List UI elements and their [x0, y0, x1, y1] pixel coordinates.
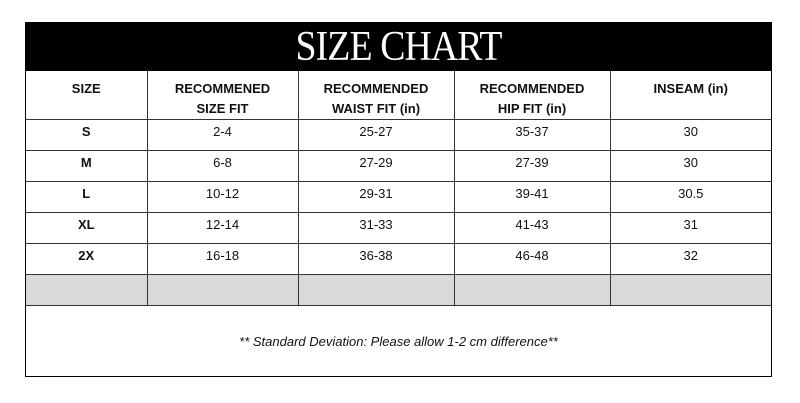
- empty-cell: [609, 274, 771, 306]
- table-row: 2X 16-18 36-38 46-48 32: [26, 243, 771, 275]
- column-header-line: RECOMMENDED: [479, 81, 585, 96]
- size-chart: SIZE CHART SIZE RECOMMENED SIZE FIT RECOMME…: [25, 22, 772, 377]
- chart-title-text: SIZE CHART: [295, 24, 502, 70]
- size-table: SIZE RECOMMENED SIZE FIT RECOMMENDED WAIST F…: [26, 71, 771, 306]
- column-header-line: RECOMMENED: [174, 81, 271, 96]
- table-row: M 6-8 27-29 27-39 30: [26, 150, 771, 182]
- table-cell: 25-27: [297, 119, 455, 151]
- size-note: ** Standard Deviation: Please allow 1-2 …: [239, 333, 558, 349]
- table-cell: 36-38: [297, 243, 455, 275]
- table-cell: 29-31: [297, 181, 455, 213]
- table-cell: 30: [609, 150, 771, 182]
- column-header: INSEAM (in): [609, 71, 771, 120]
- column-header-line: HIP FIT (in): [497, 101, 567, 116]
- empty-cell: [146, 274, 299, 306]
- size-cell: L: [26, 181, 148, 213]
- column-header: RECOMMENDED HIP FIT (in): [453, 71, 611, 120]
- size-cell: M: [26, 150, 148, 182]
- table-row: XL 12-14 31-33 41-43 31: [26, 212, 771, 244]
- table-row: S 2-4 25-27 35-37 30: [26, 119, 771, 151]
- column-header-line: SIZE: [71, 81, 101, 96]
- empty-row: [26, 274, 771, 306]
- empty-cell: [26, 274, 148, 306]
- size-cell: 2X: [26, 243, 148, 275]
- table-cell: 35-37: [453, 119, 611, 151]
- table-cell: 31: [609, 212, 771, 244]
- table-cell: 12-14: [146, 212, 299, 244]
- chart-title: SIZE CHART: [26, 23, 771, 71]
- table-cell: 30.5: [609, 181, 771, 213]
- column-header: RECOMMENED SIZE FIT: [146, 71, 299, 120]
- column-header-line: SIZE FIT: [196, 101, 249, 116]
- table-cell: 27-29: [297, 150, 455, 182]
- column-header: SIZE: [26, 71, 148, 120]
- table-cell: 31-33: [297, 212, 455, 244]
- header-row: SIZE RECOMMENED SIZE FIT RECOMMENDED WAIST F…: [26, 71, 771, 120]
- table-cell: 41-43: [453, 212, 611, 244]
- column-header-line: RECOMMENDED: [323, 81, 429, 96]
- table-cell: 6-8: [146, 150, 299, 182]
- table-cell: 46-48: [453, 243, 611, 275]
- size-cell: S: [26, 119, 148, 151]
- table-cell: 27-39: [453, 150, 611, 182]
- table-cell: 16-18: [146, 243, 299, 275]
- table-cell: 10-12: [146, 181, 299, 213]
- column-header-line: WAIST FIT (in): [331, 101, 421, 116]
- empty-cell: [453, 274, 611, 306]
- column-header: RECOMMENDED WAIST FIT (in): [297, 71, 455, 120]
- table-cell: 2-4: [146, 119, 299, 151]
- table-cell: 32: [609, 243, 771, 275]
- table-cell: 39-41: [453, 181, 611, 213]
- column-header-line: INSEAM (in): [653, 81, 728, 96]
- size-cell: XL: [26, 212, 148, 244]
- empty-cell: [297, 274, 455, 306]
- table-cell: 30: [609, 119, 771, 151]
- table-row: L 10-12 29-31 39-41 30.5: [26, 181, 771, 213]
